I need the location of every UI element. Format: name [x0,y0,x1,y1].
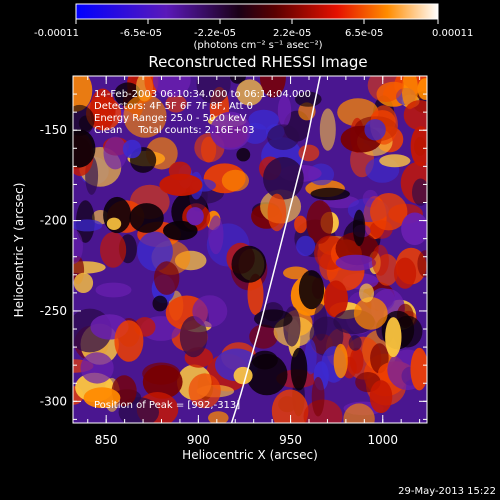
x-tick-label: 1000 [367,433,398,447]
heatmap-image [73,76,427,423]
y-tick-label: -250 [40,304,67,318]
plot-frame [72,75,428,424]
footer-date: 29-May-2013 15:22 [398,486,496,497]
colorbar-tick-label: 0.00011 [432,28,473,39]
annotation-method: Clean Total counts: 2.16E+03 [94,125,254,136]
colorbar-tick-label: -6.5e-05 [120,28,162,39]
colorbar-tick-label: -2.2e-05 [194,28,236,39]
solar-limb-curve [230,76,321,423]
y-tick-label: -150 [40,123,67,137]
annotation-peak-position: Position of Peak = [992,-313] [94,400,240,411]
y-tick-label: -200 [40,214,67,228]
x-axis-label: Heliocentric X (arcsec) [182,448,318,462]
y-tick-label: -300 [40,394,67,408]
colorbar-ticks [75,19,439,24]
annotation-energy: Energy Range: 25.0 - 50.0 keV [94,113,247,124]
colorbar-units: (photons cm⁻² s⁻¹ asec⁻²) [193,40,322,51]
annotation-detectors: Detectors: 4F 5F 6F 7F 8F, Att 0 [94,101,253,112]
axis-ticks [73,75,427,423]
colorbar [75,3,439,20]
x-tick-label: 950 [279,433,302,447]
colorbar-tick-label: 6.5e-05 [345,28,383,39]
x-tick-label: 850 [95,433,118,447]
colorbar-tick-label: 2.2e-05 [273,28,311,39]
colorbar-tick-label: -0.00011 [34,28,79,39]
y-axis-label: Heliocentric Y (arcsec) [12,183,26,318]
chart-title: Reconstructed RHESSI Image [148,53,367,71]
annotation-time-range: 14-Feb-2003 06:10:34.000 to 06:14:04.000 [94,89,311,100]
x-tick-label: 900 [187,433,210,447]
